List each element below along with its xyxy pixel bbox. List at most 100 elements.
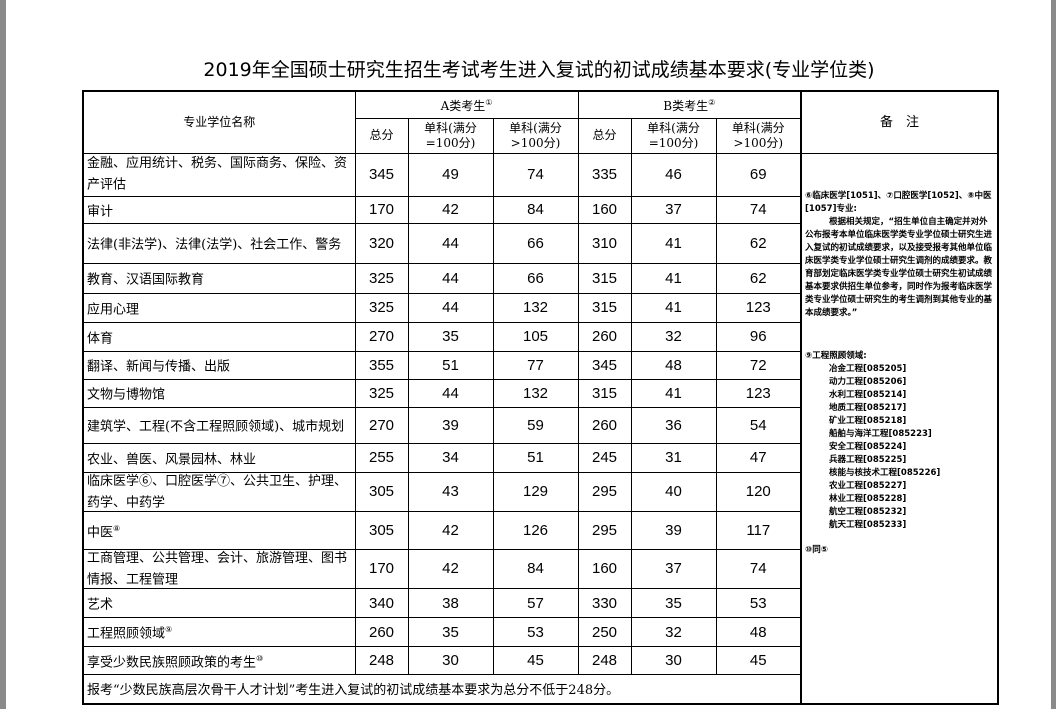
row-name: 应用心理	[82, 292, 356, 323]
score-b-1: 41	[630, 378, 717, 408]
table-row: 临床医学⑥、口腔医学⑦、公共卫生、护理、药学、中药学 305 43 129 295 40 1…	[82, 471, 998, 512]
score-b-0: 335	[577, 152, 632, 197]
eng-field-item: 动力工程[085206]	[829, 376, 907, 387]
score-b-0: 315	[577, 292, 632, 323]
score-a-0: 170	[354, 195, 409, 224]
score-a-1: 34	[407, 442, 494, 473]
score-a-1: 35	[407, 321, 494, 352]
table-row: 工商管理、公共管理、会计、旅游管理、图书情报、工程管理 170 42 84 160 37 7…	[82, 548, 998, 590]
score-b-2: 96	[715, 321, 802, 352]
score-a-0: 355	[354, 350, 409, 380]
score-a-2: 45	[492, 646, 579, 676]
score-a-0: 340	[354, 588, 409, 619]
score-b-2: 54	[715, 406, 802, 444]
score-a-2: 84	[492, 548, 579, 590]
score-a-0: 345	[354, 152, 409, 197]
score-b-0: 330	[577, 588, 632, 619]
score-b-0: 160	[577, 195, 632, 224]
table-row: 中医⑧ 305 42 126 295 39 117	[82, 510, 998, 550]
eng-field-item: 航天工程[085233]	[829, 519, 907, 530]
score-a-1: 49	[407, 152, 494, 197]
page-edge-left	[0, 0, 6, 709]
eng-field-item: 林业工程[085228]	[829, 493, 907, 504]
eng-field-item: 兵器工程[085225]	[829, 454, 907, 465]
score-b-1: 39	[630, 510, 717, 550]
table-row: 法律(非法学)、法律(法学)、社会工作、警务 320 44 66 310 41 62	[82, 222, 998, 264]
row-name: 中医⑧	[82, 510, 356, 550]
header-a-single100: 单科(满分=100分)	[407, 117, 494, 154]
score-b-2: 62	[715, 262, 802, 294]
score-b-2: 123	[715, 292, 802, 323]
table-row: 教育、汉语国际教育 325 44 66 315 41 62	[82, 262, 998, 294]
score-a-1: 44	[407, 378, 494, 408]
score-a-0: 305	[354, 471, 409, 512]
score-b-0: 310	[577, 222, 632, 264]
score-a-2: 126	[492, 510, 579, 550]
eng-field-item: 水利工程[085214]	[829, 389, 907, 400]
score-a-2: 66	[492, 222, 579, 264]
score-b-1: 37	[630, 548, 717, 590]
score-a-0: 325	[354, 378, 409, 408]
score-a-0: 248	[354, 646, 409, 676]
score-a-1: 44	[407, 222, 494, 264]
table-row: 翻译、新闻与传播、出版 355 51 77 345 48 72	[82, 350, 998, 380]
row-name: 教育、汉语国际教育	[82, 262, 356, 294]
score-b-0: 245	[577, 442, 632, 473]
score-a-0: 305	[354, 510, 409, 550]
medical-note-body: 根据相关规定，“招生单位自主确定并对外公布报考本单位临床医学类专业学位硕士研究生…	[805, 216, 993, 318]
eng-field-item: 航空工程[085232]	[829, 506, 907, 517]
score-b-1: 32	[630, 321, 717, 352]
score-a-1: 42	[407, 548, 494, 590]
score-a-0: 170	[354, 548, 409, 590]
header-b-single100: 单科(满分=100分)	[630, 117, 717, 154]
score-b-2: 123	[715, 378, 802, 408]
eng-field-item: 冶金工程[085205]	[829, 363, 907, 374]
score-a-1: 39	[407, 406, 494, 444]
eng-field-item: 地质工程[085217]	[829, 402, 907, 413]
table-row: 艺术 340 38 57 330 35 53	[82, 588, 998, 619]
score-b-1: 46	[630, 152, 717, 197]
page-title: 2019年全国硕士研究生招生考试考生进入复试的初试成绩基本要求(专业学位类)	[203, 59, 875, 81]
table-row: 文物与博物馆 325 44 132 315 41 123	[82, 378, 998, 408]
score-b-2: 47	[715, 442, 802, 473]
score-b-0: 315	[577, 378, 632, 408]
score-a-1: 44	[407, 262, 494, 294]
row-name: 工商管理、公共管理、会计、旅游管理、图书情报、工程管理	[82, 548, 356, 590]
score-a-0: 320	[354, 222, 409, 264]
header-b-total: 总分	[577, 117, 632, 154]
eng-field-item: 船舶与海洋工程[085223]	[829, 428, 932, 439]
table-row: 享受少数民族照顾政策的考生⑩ 248 30 45 248 30 45	[82, 646, 998, 676]
score-b-2: 120	[715, 471, 802, 512]
score-a-2: 105	[492, 321, 579, 352]
score-a-2: 57	[492, 588, 579, 619]
row-name: 临床医学⑥、口腔医学⑦、公共卫生、护理、药学、中药学	[82, 471, 356, 512]
row-name: 享受少数民族照顾政策的考生⑩	[82, 646, 356, 676]
header-notes: 备 注	[800, 90, 999, 154]
minority-note: ⑩同⑤	[805, 544, 828, 555]
eng-note-head: ⑨工程照顾领域:	[805, 350, 867, 361]
row-name: 农业、兽医、风景园林、林业	[82, 442, 356, 473]
score-b-1: 31	[630, 442, 717, 473]
table-row: 农业、兽医、风景园林、林业 255 34 51 245 31 47	[82, 442, 998, 473]
eng-field-item: 农业工程[085227]	[829, 480, 907, 491]
score-table: 专业学位名称 A类考生① B类考生② 备 注 总分 单科(满分=100分) 单科…	[82, 90, 1000, 705]
score-b-2: 62	[715, 222, 802, 264]
row-name: 体育	[82, 321, 356, 352]
score-a-2: 66	[492, 262, 579, 294]
score-a-2: 59	[492, 406, 579, 444]
eng-field-item: 安全工程[085224]	[829, 441, 907, 452]
score-b-0: 260	[577, 321, 632, 352]
header-group-a: A类考生①	[354, 90, 579, 119]
score-a-2: 132	[492, 378, 579, 408]
score-b-0: 250	[577, 617, 632, 648]
score-b-2: 45	[715, 646, 802, 676]
header-group-b: B类考生②	[577, 90, 802, 119]
notes-cell: ⑥临床医学[1051]、⑦口腔医学[1052]、⑧中医[1057]专业: 根据相…	[800, 152, 999, 705]
header-name: 专业学位名称	[82, 90, 356, 154]
row-name: 法律(非法学)、法律(法学)、社会工作、警务	[82, 222, 356, 264]
score-a-2: 132	[492, 292, 579, 323]
score-a-0: 325	[354, 292, 409, 323]
row-name: 翻译、新闻与传播、出版	[82, 350, 356, 380]
header-a-single-gt100: 单科(满分>100分)	[492, 117, 579, 154]
table-row: 审计 170 42 84 160 37 74	[82, 195, 998, 224]
